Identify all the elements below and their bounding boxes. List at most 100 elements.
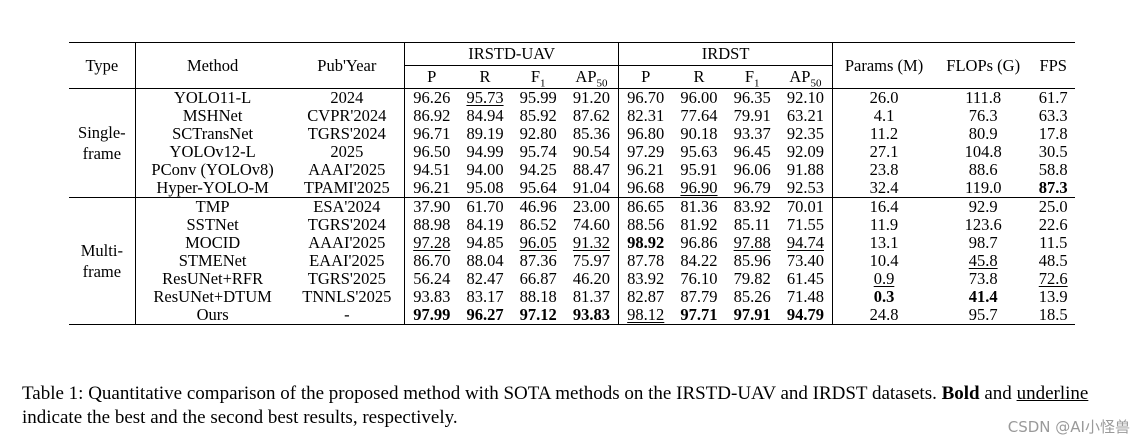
- value-text: 84.22: [680, 251, 718, 270]
- value-cell: 84.19: [458, 216, 511, 234]
- value-cell: 97.12: [511, 305, 565, 325]
- value-cell: 30.5: [1031, 143, 1075, 161]
- caption-and: and: [984, 383, 1012, 404]
- method-cell: YOLOv12-L: [169, 142, 256, 161]
- watermark: CSDN @AI小怪兽: [1007, 418, 1130, 436]
- value-cell: 77.64: [672, 107, 725, 125]
- value-cell: 32.4: [832, 179, 935, 198]
- value-cell: 96.80: [618, 124, 673, 143]
- value-text: 92.09: [786, 142, 824, 161]
- pub-year-cell: TGRS'2025: [307, 269, 386, 288]
- value-text: 81.37: [572, 287, 611, 306]
- value-cell: 0.3: [832, 287, 935, 306]
- table-row: ResUNet+RFR TGRS'2025 56.24 82.47 66.87 46.20…: [69, 270, 1075, 288]
- value-text: 96.45: [733, 142, 771, 161]
- value-text: 63.21: [786, 106, 824, 125]
- value-cell: 92.53: [779, 179, 833, 198]
- value-text: 41.4: [968, 287, 998, 306]
- value-cell: 24.8: [832, 305, 935, 325]
- method-cell: Hyper-YOLO-M: [156, 178, 269, 197]
- value-cell: 13.9: [1031, 288, 1075, 306]
- value-text: 84.19: [466, 215, 504, 234]
- value-text: 24.8: [869, 305, 899, 324]
- value-cell: 63.3: [1031, 107, 1075, 125]
- header-uav-ap50: AP50: [575, 67, 608, 90]
- table-row: YOLOv12-L 2025 96.50 94.99 95.74 90.54 97.29 95…: [69, 143, 1075, 161]
- value-text: 92.10: [786, 88, 824, 107]
- value-cell: 79.82: [726, 270, 779, 288]
- table-row: PConv (YOLOv8) AAAI'2025 94.51 94.00 94.25 88…: [69, 161, 1075, 179]
- value-cell: 89.19: [458, 125, 511, 143]
- value-cell: 86.92: [404, 107, 459, 125]
- value-cell: 95.91: [672, 161, 725, 179]
- value-text: 0.3: [873, 287, 895, 306]
- value-text: 87.36: [519, 251, 557, 270]
- value-cell: 91.20: [564, 88, 619, 107]
- value-cell: 91.88: [779, 161, 833, 179]
- method-cell: PConv (YOLOv8): [151, 160, 274, 179]
- value-cell: 93.37: [726, 125, 779, 143]
- value-cell: 96.26: [404, 88, 459, 107]
- value-text: 58.8: [1038, 160, 1068, 179]
- value-text: 0.9: [873, 269, 895, 288]
- value-text: 30.5: [1038, 142, 1068, 161]
- value-text: 82.31: [627, 106, 665, 125]
- value-text: 93.37: [733, 124, 771, 143]
- value-cell: 97.29: [618, 143, 673, 161]
- value-cell: 11.5: [1031, 234, 1075, 252]
- value-cell: 87.3: [1031, 179, 1075, 198]
- value-text: 80.9: [968, 124, 998, 143]
- header-uav-p: P: [404, 65, 459, 89]
- value-text: 95.64: [519, 178, 557, 197]
- value-text: 95.74: [519, 142, 557, 161]
- value-text: 46.20: [572, 269, 611, 288]
- pub-year-cell: -: [289, 306, 405, 325]
- value-text: 123.6: [964, 215, 1002, 234]
- value-cell: 84.94: [458, 107, 511, 125]
- value-cell: 37.90: [404, 197, 459, 216]
- value-cell: 61.45: [779, 270, 833, 288]
- value-cell: 82.87: [618, 288, 673, 306]
- value-cell: 97.88: [726, 234, 779, 252]
- table-row: Multi-frame TMP ESA'2024 37.90 61.70 46.96 23.…: [69, 197, 1075, 325]
- value-cell: 56.24: [404, 270, 459, 288]
- pub-year-cell: 2025: [330, 142, 364, 161]
- method-cell: YOLO11-L: [135, 88, 290, 107]
- value-text: 63.3: [1038, 106, 1068, 125]
- value-cell: 63.21: [779, 107, 833, 125]
- value-cell: 73.8: [935, 270, 1031, 288]
- value-text: 83.92: [627, 269, 665, 288]
- method-cell: TMP: [135, 197, 290, 216]
- value-cell: 4.1: [832, 107, 935, 125]
- value-text: 104.8: [964, 142, 1002, 161]
- value-text: 96.86: [680, 233, 718, 252]
- value-cell: 84.22: [672, 252, 725, 270]
- header-method: Method: [135, 42, 290, 89]
- value-text: 95.63: [680, 142, 718, 161]
- value-cell: 95.7: [934, 306, 1032, 325]
- value-text: 94.25: [519, 160, 557, 179]
- value-cell: 71.55: [779, 216, 833, 234]
- value-cell: 90.54: [565, 143, 619, 161]
- value-text: 96.21: [627, 160, 665, 179]
- value-cell: 97.28: [404, 234, 459, 252]
- value-text: 94.51: [413, 160, 451, 179]
- value-cell: 23.8: [832, 161, 935, 179]
- value-cell: 85.26: [726, 288, 779, 306]
- value-cell: 26.0: [832, 88, 935, 107]
- value-text: 96.90: [680, 178, 718, 197]
- value-cell: 119.0: [935, 179, 1031, 198]
- value-cell: 27.1: [832, 143, 935, 161]
- value-text: 92.35: [786, 124, 824, 143]
- value-cell: 92.09: [779, 143, 833, 161]
- value-cell: 74.60: [565, 216, 619, 234]
- value-text: 46.96: [519, 197, 557, 216]
- value-text: 97.99: [413, 305, 451, 324]
- value-cell: 88.47: [565, 161, 619, 179]
- value-text: 79.82: [733, 269, 771, 288]
- value-cell: 83.92: [618, 269, 673, 288]
- value-text: 96.80: [627, 124, 665, 143]
- value-text: 76.3: [968, 106, 998, 125]
- value-text: 97.12: [519, 305, 557, 324]
- value-cell: 93.83: [404, 288, 459, 306]
